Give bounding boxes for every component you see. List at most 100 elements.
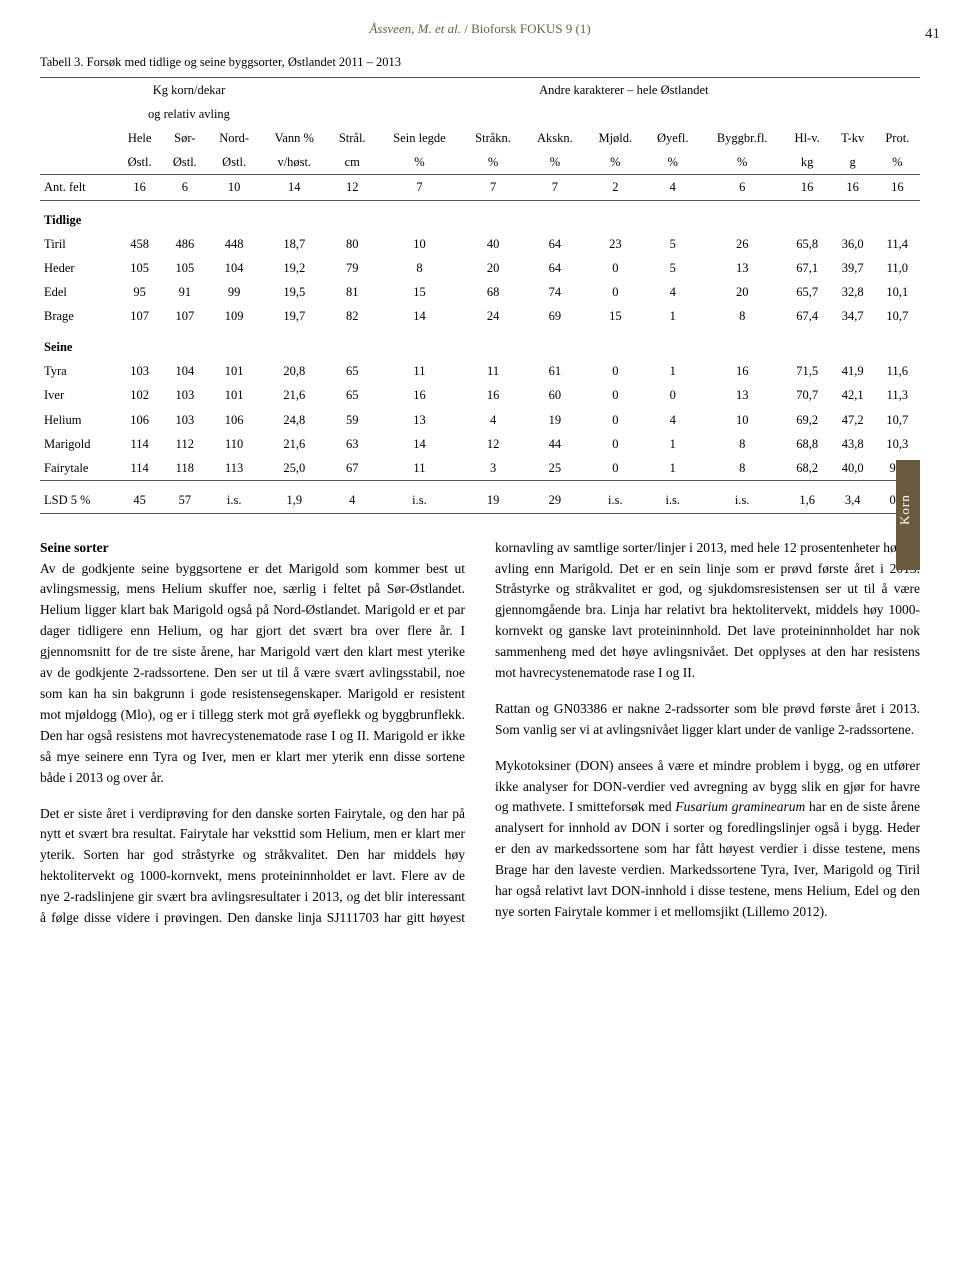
table-row: Helium10610310624,85913419041069,247,210… (40, 408, 920, 432)
table-cell: 34,7 (831, 304, 875, 328)
table-cell: 0 (586, 408, 645, 432)
side-tab-korn: Korn (896, 460, 920, 570)
table-row: Edel95919919,581156874042065,732,810,1 (40, 280, 920, 304)
table-cell: 67,4 (784, 304, 831, 328)
table-cell: 40 (462, 232, 524, 256)
table-cell: 11 (377, 359, 462, 383)
group-header-row: Kg korn/dekar Andre karakterer – hele Øs… (40, 77, 920, 102)
table-cell: 1,6 (784, 488, 831, 513)
table-cell: 12 (328, 175, 377, 200)
table-cell: 11 (377, 456, 462, 481)
table-cell: 4 (645, 175, 701, 200)
seine-sorter-heading: Seine sorter (40, 540, 109, 555)
col-header: Byggbr.fl. (701, 126, 784, 150)
table-section-row: Tidlige (40, 200, 920, 232)
data-table: Kg korn/dekar Andre karakterer – hele Øs… (40, 77, 920, 514)
body-p3: Rattan og GN03386 er nakne 2-radssorter … (495, 699, 920, 741)
table-cell: 16 (784, 175, 831, 200)
table-cell: 19,5 (261, 280, 328, 304)
table-cell: 13 (701, 383, 784, 407)
table-cell: 67 (328, 456, 377, 481)
col-header: % (875, 150, 920, 175)
table-cell: 106 (117, 408, 162, 432)
table-cell: 8 (701, 432, 784, 456)
table-cell: 11,3 (875, 383, 920, 407)
table-cell: 20,8 (261, 359, 328, 383)
table-cell: 16 (462, 383, 524, 407)
table-cell: 458 (117, 232, 162, 256)
table-cell: 69,2 (784, 408, 831, 432)
table-row: Marigold11411211021,66314124401868,843,8… (40, 432, 920, 456)
group-header-left2: og relativ avling (117, 102, 261, 126)
table-cell: 118 (162, 456, 207, 481)
table-cell: 65,8 (784, 232, 831, 256)
table-cell: 16 (117, 175, 162, 200)
table-cell: Heder (40, 256, 117, 280)
fusarium-italic: Fusarium graminearum (675, 799, 805, 814)
table-cell: 10,1 (875, 280, 920, 304)
table-cell: 0 (586, 359, 645, 383)
col-header: Østl. (162, 150, 207, 175)
table-cell: 101 (207, 359, 261, 383)
table-cell: 79 (328, 256, 377, 280)
table-cell: 101 (207, 383, 261, 407)
table-cell: 40,0 (831, 456, 875, 481)
header-authors: Åssveen, M. et al. (369, 21, 461, 36)
table-cell: 68,8 (784, 432, 831, 456)
table-cell: Helium (40, 408, 117, 432)
col-header: % (586, 150, 645, 175)
table-cell: 4 (645, 280, 701, 304)
group-header-left: Kg korn/dekar (117, 77, 261, 102)
col-header-row-2: Østl.Østl.Østl.v/høst.cm%%%%%%kgg% (40, 150, 920, 175)
page-number: 41 (925, 24, 940, 46)
table-cell: 44 (524, 432, 586, 456)
table-cell: 1 (645, 432, 701, 456)
table-cell: 109 (207, 304, 261, 328)
table-cell: 16 (377, 383, 462, 407)
table-cell: 4 (645, 408, 701, 432)
col-header: % (645, 150, 701, 175)
table-section-row: Seine (40, 328, 920, 359)
col-header: % (377, 150, 462, 175)
table-cell: 0 (586, 383, 645, 407)
table-cell: 1,9 (261, 488, 328, 513)
table-row: Ant. felt166101412777246161616 (40, 175, 920, 200)
table-cell: 5 (645, 256, 701, 280)
table-cell: 25,0 (261, 456, 328, 481)
table-cell: i.s. (701, 488, 784, 513)
table-cell: 10 (207, 175, 261, 200)
col-header: Sein legde (377, 126, 462, 150)
table-cell: Brage (40, 304, 117, 328)
table-section-label: Seine (40, 328, 920, 359)
table-cell: 105 (117, 256, 162, 280)
table-cell: 91 (162, 280, 207, 304)
table-cell: 67,1 (784, 256, 831, 280)
table-cell: 103 (162, 408, 207, 432)
table-cell: Tiril (40, 232, 117, 256)
table-cell: 43,8 (831, 432, 875, 456)
table-cell: 16 (875, 175, 920, 200)
col-header: v/høst. (261, 150, 328, 175)
col-header: Akskn. (524, 126, 586, 150)
table-cell: i.s. (207, 488, 261, 513)
table-cell: 1 (645, 456, 701, 481)
table-cell: Tyra (40, 359, 117, 383)
table-cell: 71,5 (784, 359, 831, 383)
table-cell: 42,1 (831, 383, 875, 407)
table-cell: 14 (261, 175, 328, 200)
table-cell: Ant. felt (40, 175, 117, 200)
group-header-row-2: og relativ avling (40, 102, 920, 126)
col-header: Prot. (875, 126, 920, 150)
table-cell: 19 (524, 408, 586, 432)
table-cell: 4 (462, 408, 524, 432)
table-cell: 103 (117, 359, 162, 383)
table-cell: 0 (586, 280, 645, 304)
table-cell: 102 (117, 383, 162, 407)
table-cell: 11,4 (875, 232, 920, 256)
table-cell: 15 (586, 304, 645, 328)
table-cell: 60 (524, 383, 586, 407)
table-cell: 65,7 (784, 280, 831, 304)
table-cell: 4 (328, 488, 377, 513)
col-header: Øyefl. (645, 126, 701, 150)
col-header: Sør- (162, 126, 207, 150)
